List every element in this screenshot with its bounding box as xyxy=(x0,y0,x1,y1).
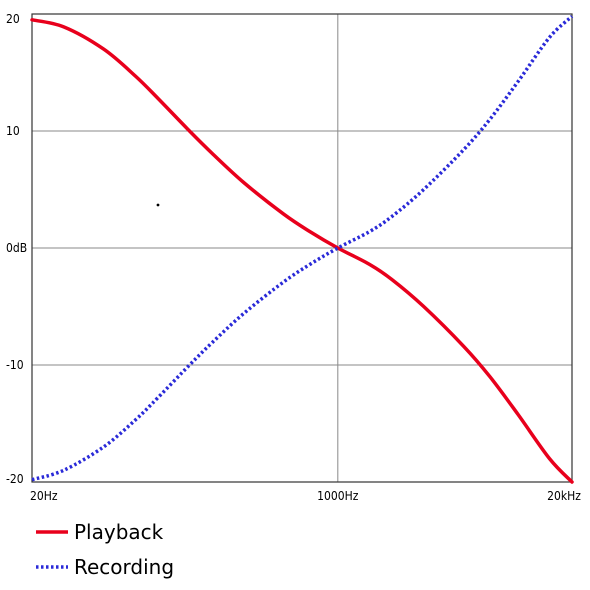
legend-label-recording: Recording xyxy=(74,555,174,579)
legend: Playback Recording xyxy=(36,520,174,579)
x-tick-label: 20Hz xyxy=(30,489,58,503)
legend-label-playback: Playback xyxy=(74,520,164,544)
x-tick-label: 20kHz xyxy=(547,489,581,503)
tick-labels: 20 10 0dB -10 -20 20Hz 1000Hz 20kHz xyxy=(6,12,581,503)
series-layer xyxy=(30,15,574,484)
x-tick-label: 1000Hz xyxy=(317,489,359,503)
grid xyxy=(31,13,573,483)
y-tick-label: 0dB xyxy=(6,241,27,255)
y-tick-label: -20 xyxy=(6,472,24,486)
y-tick-label: 10 xyxy=(6,124,20,138)
stray-dot xyxy=(156,203,160,207)
y-tick-label: -10 xyxy=(6,358,24,372)
y-tick-label: 20 xyxy=(6,12,20,26)
series-line-playback xyxy=(30,18,574,484)
series-line-recording xyxy=(31,15,574,482)
plot-area-frame xyxy=(31,13,573,483)
